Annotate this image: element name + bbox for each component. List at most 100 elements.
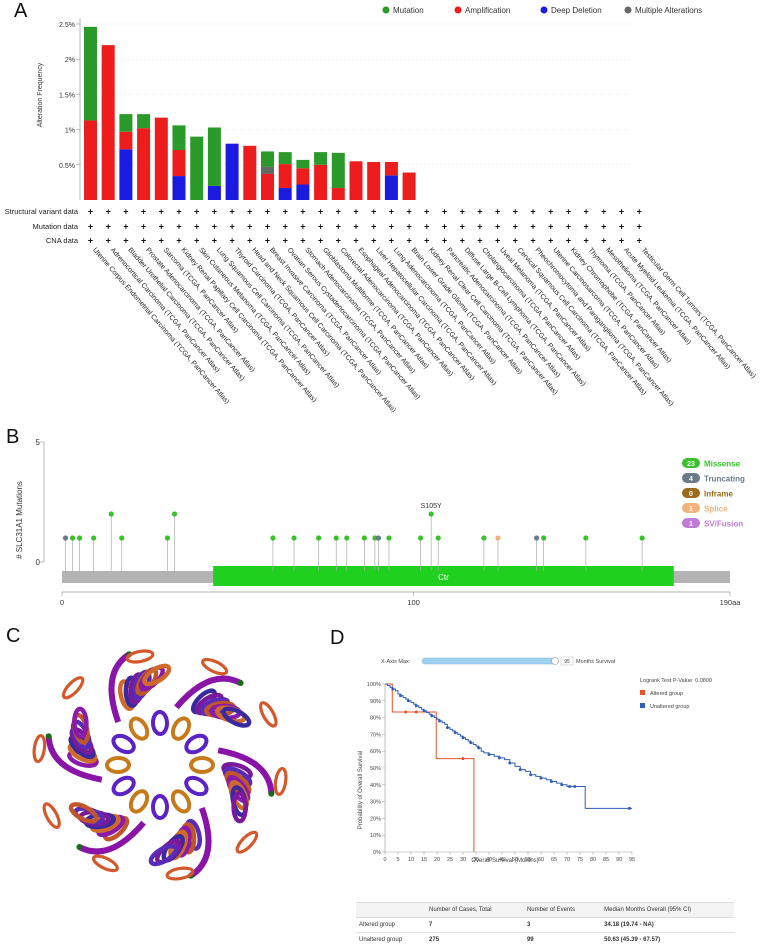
x-tick-label: Colorectal Adenocarcinoma (TCGA, PanCanc…	[339, 247, 454, 378]
x-tick-label: 190aa	[720, 598, 742, 607]
x-tick-label: Acute Myeloid Leukemia (TCGA, PanCancer …	[622, 247, 731, 371]
data-row-plus: +	[424, 222, 429, 232]
data-row-plus: +	[283, 236, 288, 246]
x-axis-max-slider[interactable]: X-Axis Max: 95 Months Survival	[381, 657, 615, 665]
ctr-domain[interactable]	[213, 566, 674, 586]
data-row-plus: +	[176, 207, 181, 217]
table-cell: 7	[426, 918, 524, 933]
data-row-plus: +	[460, 207, 465, 217]
x-tick-label: Pancreatic Adenocarcinoma (TCGA, PanCanc…	[445, 247, 561, 379]
data-row-plus: +	[318, 207, 323, 217]
helix-coil	[205, 701, 234, 717]
data-row-label: Mutation data	[33, 222, 79, 231]
helix-coil	[125, 678, 138, 706]
helix-coil	[182, 824, 195, 852]
x-tick-label: 10	[408, 857, 414, 863]
slider-track[interactable]	[422, 658, 557, 664]
censor-mark-unaltered-group	[519, 768, 522, 771]
x-tick-label: 30	[460, 857, 466, 863]
table-header-cell	[356, 903, 426, 918]
censor-mark-unaltered-group	[508, 761, 511, 764]
lollipop-head-missense	[344, 535, 349, 540]
data-row-plus: +	[495, 236, 500, 246]
helix-coil	[102, 815, 131, 843]
data-row-plus: +	[176, 222, 181, 232]
lollipop-head-truncating	[63, 535, 68, 540]
censor-mark-unaltered-group	[550, 780, 553, 783]
censor-mark-unaltered-group	[529, 773, 532, 776]
bar-mutation	[137, 114, 150, 128]
lollipop-head-missense	[291, 535, 296, 540]
bar-deep-deletion	[226, 144, 239, 200]
helix-coil	[148, 843, 178, 868]
x-tick-label: Bladder Urothelial Carcinoma (TCGA, PanC…	[126, 247, 245, 383]
data-row-plus: +	[442, 207, 447, 217]
data-row-plus: +	[265, 222, 270, 232]
data-row-plus: +	[336, 222, 341, 232]
helix-coil	[85, 813, 114, 829]
helix-coil	[166, 866, 193, 880]
helix-coil	[175, 827, 192, 857]
panel-label-d: D	[330, 627, 344, 650]
data-row-plus: +	[283, 222, 288, 232]
lollipop-head-missense	[362, 535, 367, 540]
survival-curve-altered-group	[385, 684, 474, 852]
data-row-plus: +	[583, 222, 588, 232]
censor-mark-unaltered-group	[430, 714, 433, 717]
helix-coil	[67, 741, 97, 765]
helix-coil	[190, 687, 218, 715]
helix-coil	[134, 667, 160, 697]
helix-coil	[191, 758, 213, 772]
legend-count: 1	[689, 521, 693, 528]
beta-strand	[176, 679, 240, 708]
table-row: Altered group 7 3 34.18 (19.74 - NA)	[356, 918, 734, 933]
data-row-plus: +	[460, 222, 465, 232]
helix-coil	[92, 853, 120, 873]
slider-value-box[interactable]	[561, 657, 573, 665]
data-row-plus: +	[212, 222, 217, 232]
data-row-plus: +	[88, 236, 93, 246]
data-row-plus: +	[88, 207, 93, 217]
helix-coil	[74, 709, 87, 737]
legend-count-badge	[682, 488, 700, 498]
data-row-label: Structural variant data	[5, 207, 79, 216]
legend-swatch-amplification	[455, 7, 462, 14]
bar-deep-deletion	[296, 185, 309, 200]
helix-coil	[129, 674, 146, 704]
panel-d-y-axis-label: Probability of Overall Survival	[358, 751, 364, 829]
lollipop-head-missense	[372, 535, 377, 540]
data-row-plus: +	[530, 207, 535, 217]
panel-b-lollipops	[63, 511, 645, 571]
data-row-plus: +	[141, 236, 146, 246]
data-row-plus: +	[513, 207, 518, 217]
panel-b-y-axis-label: # SLC31A1 Mutations	[15, 481, 24, 559]
legend-count-badge	[682, 518, 700, 528]
helix-coil	[68, 726, 95, 755]
x-tick-label: 50	[512, 857, 518, 863]
legend-count: 1	[689, 506, 693, 513]
legend-count: 23	[687, 461, 695, 468]
helix-coil	[90, 813, 120, 834]
data-row-plus: +	[477, 207, 482, 217]
x-tick-label: Lung Adenocarcinoma (TCGA, PanCancer Atl…	[392, 247, 497, 366]
data-row-plus: +	[406, 222, 411, 232]
panel-d-legend: Altered group Unaltered group	[640, 690, 689, 710]
data-row-plus: +	[530, 236, 535, 246]
y-tick-label: 1.5%	[59, 92, 75, 99]
slider-unit: Months Survival	[576, 659, 615, 665]
bar-amplification	[119, 132, 132, 150]
x-tick-label: 80	[590, 857, 596, 863]
unaltered-swatch	[640, 703, 645, 708]
lollipop-head-truncating	[376, 535, 381, 540]
lollipop-head-missense	[165, 535, 170, 540]
censor-mark-altered-group	[462, 757, 465, 760]
data-row-plus: +	[637, 222, 642, 232]
slider-handle[interactable]	[552, 658, 559, 665]
data-row-plus: +	[194, 222, 199, 232]
censor-mark-unaltered-group	[423, 709, 426, 712]
y-tick-label: 70%	[370, 732, 381, 738]
censor-mark-unaltered-group	[498, 756, 501, 759]
data-row-plus: +	[619, 222, 624, 232]
data-row-plus: +	[619, 207, 624, 217]
